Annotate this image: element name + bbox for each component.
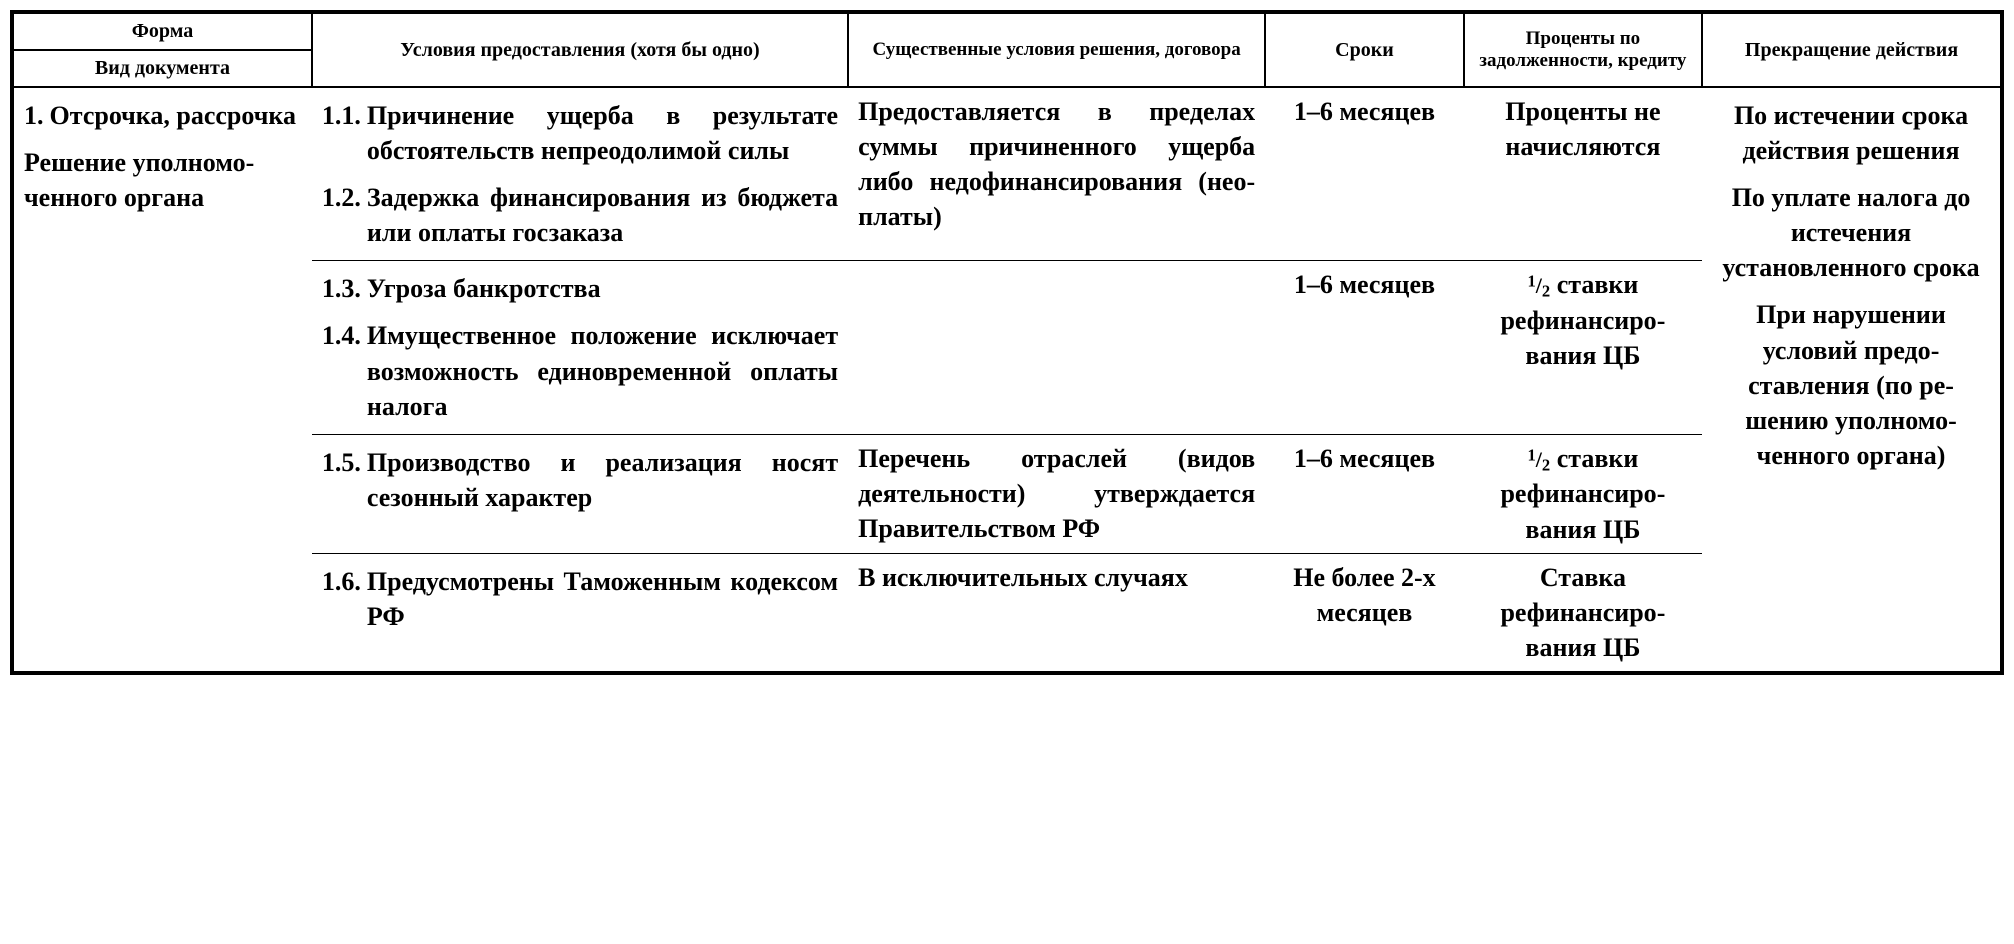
cell-int-d: Ставка рефинансиро­вания ЦБ bbox=[1464, 553, 1702, 671]
cell-ess-a: Предоставляется в пре­делах суммы причин… bbox=[848, 87, 1265, 261]
cell-ess-c: Перечень отраслей (ви­дов деятельности) … bbox=[848, 434, 1265, 553]
cell-cond-c: 1.5. Производство и реализа­ция носят се… bbox=[312, 434, 848, 553]
item-1-3-txt: Угроза банкротства bbox=[367, 271, 838, 306]
form-num: 1. bbox=[24, 98, 44, 133]
cell-term-b: 1–6 месяцев bbox=[1265, 261, 1464, 434]
termination-p2: По уплате налога до истечения установлен… bbox=[1712, 180, 1990, 285]
cell-int-c: 1/2 ставки рефинансиро­вания ЦБ bbox=[1464, 434, 1702, 553]
int-b-post: ставки рефинансиро­вания ЦБ bbox=[1500, 270, 1665, 370]
item-1-3-num: 1.3. bbox=[322, 271, 361, 306]
frac-c-n: 1 bbox=[1527, 445, 1535, 464]
header-form: Форма bbox=[14, 14, 312, 50]
cell-int-a: Проценты не начисляются bbox=[1464, 87, 1702, 261]
cell-form: 1. Отсрочка, рассрочка Решение уполномо­… bbox=[14, 87, 312, 671]
cell-int-b: 1/2 ставки рефинансиро­вания ЦБ bbox=[1464, 261, 1702, 434]
item-1-6-txt: Предусмотрены Тамо­женным кодексом РФ bbox=[367, 564, 838, 634]
row-1a: 1. Отсрочка, рассрочка Решение уполномо­… bbox=[14, 87, 2000, 261]
item-1-1-num: 1.1. bbox=[322, 98, 361, 168]
termination-p3: При нарушении условий предо­ставления (п… bbox=[1712, 297, 1990, 472]
item-1-5-num: 1.5. bbox=[322, 445, 361, 515]
item-1-2-txt: Задержка финансирова­ния из бюджета или … bbox=[367, 180, 838, 250]
cell-term-a: 1–6 месяцев bbox=[1265, 87, 1464, 261]
table-body: 1. Отсрочка, рассрочка Решение уполномо­… bbox=[14, 87, 2000, 671]
cell-termination: По истечении срока действия решения По у… bbox=[1702, 87, 2000, 671]
termination-p1: По истечении срока действия решения bbox=[1712, 98, 1990, 168]
table-head: Форма Условия предоставления (хотя бы од… bbox=[14, 14, 2000, 87]
table: Форма Условия предоставления (хотя бы од… bbox=[14, 14, 2000, 671]
header-conditions: Условия предоставления (хотя бы одно) bbox=[312, 14, 848, 87]
cell-term-d: Не более 2-х месяцев bbox=[1265, 553, 1464, 671]
header-terms: Сроки bbox=[1265, 14, 1464, 87]
form-title: Отсрочка, рассрочка bbox=[50, 98, 302, 133]
item-1-5-txt: Производство и реализа­ция носят сезонны… bbox=[367, 445, 838, 515]
doc-type: Решение уполномо­ченного органа bbox=[24, 145, 302, 215]
item-1-4-num: 1.4. bbox=[322, 318, 361, 423]
header-essentials: Существенные условия решения, договора bbox=[848, 14, 1265, 87]
frac-c-d: 2 bbox=[1542, 455, 1550, 474]
cell-term-c: 1–6 месяцев bbox=[1265, 434, 1464, 553]
frac-b-d: 2 bbox=[1542, 282, 1550, 301]
item-1-6-num: 1.6. bbox=[322, 564, 361, 634]
item-1-1-txt: Причинение ущерба в результате обстоятел… bbox=[367, 98, 838, 168]
item-1-2-num: 1.2. bbox=[322, 180, 361, 250]
item-1-4-txt: Имущественное положе­ние исключает возмо… bbox=[367, 318, 838, 423]
frac-b-n: 1 bbox=[1527, 272, 1535, 291]
int-c-post: ставки рефинансиро­вания ЦБ bbox=[1500, 444, 1665, 544]
cell-ess-b bbox=[848, 261, 1265, 434]
cell-ess-d: В исключительных слу­чаях bbox=[848, 553, 1265, 671]
cell-cond-b: 1.3. Угроза банкротства 1.4. Имущественн… bbox=[312, 261, 848, 434]
header-interest: Проценты по задолженности, кредиту bbox=[1464, 14, 1702, 87]
tax-deferral-table: Форма Условия предоставления (хотя бы од… bbox=[10, 10, 2004, 675]
header-doc-type: Вид документа bbox=[14, 50, 312, 87]
header-termination: Прекращение действия bbox=[1702, 14, 2000, 87]
cell-cond-a: 1.1. Причинение ущерба в результате обст… bbox=[312, 87, 848, 261]
cell-cond-d: 1.6. Предусмотрены Тамо­женным кодексом … bbox=[312, 553, 848, 671]
